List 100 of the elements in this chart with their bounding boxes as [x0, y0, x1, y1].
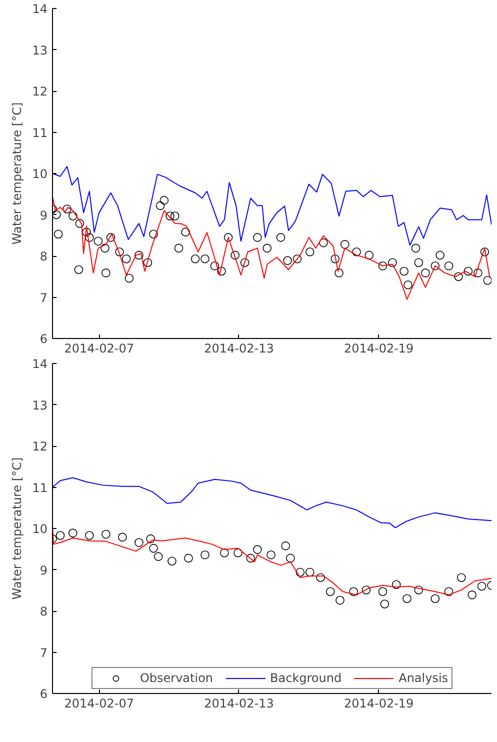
point	[54, 230, 63, 239]
point	[281, 541, 290, 550]
y-tick-label: 12	[32, 440, 48, 454]
point	[156, 201, 165, 210]
legend-label: Analysis	[398, 671, 448, 685]
point	[388, 258, 397, 267]
point	[474, 268, 482, 278]
y-tick-label: 6	[40, 332, 48, 346]
y-tick-label: 10	[32, 522, 48, 536]
point	[184, 554, 193, 563]
y-tick-label: 12	[32, 84, 48, 98]
point	[115, 247, 124, 256]
point	[217, 266, 226, 276]
point	[122, 254, 131, 264]
point	[444, 262, 454, 270]
point	[200, 254, 210, 264]
point	[305, 568, 314, 577]
point	[296, 568, 305, 577]
line-series	[52, 196, 490, 300]
point	[68, 212, 78, 220]
point	[94, 236, 103, 246]
point	[400, 266, 408, 276]
point	[421, 268, 430, 278]
point	[240, 258, 250, 267]
point	[402, 594, 412, 604]
y-tick-label: 14	[32, 2, 48, 16]
point	[316, 573, 325, 582]
point	[352, 247, 361, 256]
legend-label: Background	[270, 671, 342, 685]
point	[380, 600, 390, 608]
point	[404, 280, 412, 290]
point	[436, 250, 444, 260]
point	[430, 594, 440, 604]
point	[220, 548, 229, 558]
point	[483, 276, 492, 285]
point	[118, 532, 127, 542]
y-tick-label: 6	[40, 687, 48, 701]
point	[414, 586, 424, 594]
point	[253, 233, 262, 242]
point	[174, 244, 184, 253]
point	[85, 233, 94, 242]
point	[319, 238, 328, 248]
point	[124, 274, 134, 283]
y-tick-label: 8	[40, 604, 48, 618]
point	[52, 210, 61, 220]
x-tick-label: 2014-02-19	[344, 342, 414, 356]
y-axis-title: Water temperature [°C]	[10, 102, 24, 245]
point	[75, 219, 84, 228]
point	[149, 230, 158, 239]
point	[74, 265, 84, 274]
point	[230, 250, 240, 260]
point	[246, 554, 256, 563]
point	[166, 212, 174, 220]
point	[414, 258, 424, 267]
point	[292, 254, 302, 264]
point	[210, 262, 220, 270]
point	[283, 256, 292, 265]
point	[62, 204, 72, 214]
y-tick-label: 10	[32, 167, 48, 181]
point	[362, 586, 371, 594]
point	[134, 538, 144, 547]
x-tick-label: 2014-02-13	[204, 696, 274, 710]
point	[262, 244, 272, 253]
x-tick-label: 2014-02-07	[64, 342, 134, 356]
y-tick-label: 8	[40, 250, 48, 264]
point	[305, 247, 314, 256]
point	[149, 544, 158, 553]
point	[392, 580, 401, 589]
point	[102, 268, 110, 278]
point	[456, 573, 466, 582]
y-tick-label: 7	[40, 646, 48, 660]
line-series	[52, 477, 492, 528]
line-series	[52, 166, 492, 246]
point	[56, 531, 65, 540]
point	[444, 587, 454, 596]
point	[154, 552, 163, 561]
point	[326, 587, 335, 596]
point	[181, 228, 190, 236]
point	[170, 212, 180, 220]
point	[68, 528, 78, 538]
point	[349, 587, 358, 596]
x-tick-label: 2014-02-07	[64, 696, 134, 710]
point	[364, 250, 374, 260]
point	[160, 196, 169, 205]
y-tick-label: 9	[40, 208, 48, 222]
point	[480, 247, 490, 256]
point	[143, 258, 152, 267]
legend-label: Observation	[140, 671, 214, 685]
point	[190, 254, 200, 264]
x-tick-label: 2014-02-19	[344, 696, 414, 710]
y-tick-label: 14	[32, 357, 48, 371]
y-tick-label: 9	[40, 563, 48, 578]
point	[378, 587, 388, 596]
point	[266, 550, 276, 560]
y-tick-label: 11	[32, 126, 48, 140]
point	[106, 233, 116, 242]
point	[134, 250, 144, 260]
point	[411, 244, 420, 253]
point	[234, 548, 242, 558]
y-tick-label: 11	[32, 480, 48, 495]
